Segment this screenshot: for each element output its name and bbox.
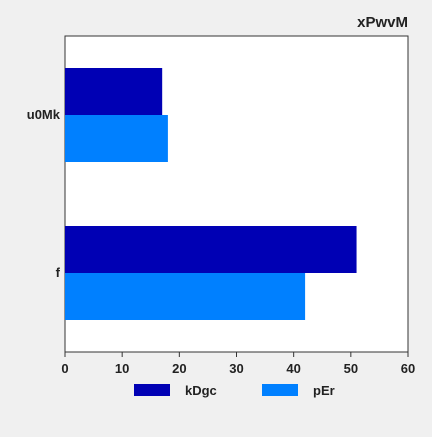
x-tick-label: 40 bbox=[286, 361, 300, 376]
chart-title: xPwvM bbox=[357, 14, 408, 31]
legend-label-kDgc: kDgc bbox=[185, 383, 217, 398]
x-tick-label: 60 bbox=[401, 361, 415, 376]
x-tick-label: 20 bbox=[172, 361, 186, 376]
x-tick-label: 0 bbox=[61, 361, 68, 376]
bar-pEr-u0Mk bbox=[65, 115, 168, 162]
y-tick-label: u0Mk bbox=[27, 107, 61, 122]
x-axis-ticks: 0 10 20 30 40 50 60 bbox=[61, 352, 415, 376]
x-tick-label: 10 bbox=[115, 361, 129, 376]
legend-swatch-kDgc bbox=[134, 384, 170, 396]
legend-label-pEr: pEr bbox=[313, 383, 335, 398]
legend: kDgc pEr bbox=[134, 383, 335, 398]
legend-swatch-pEr bbox=[262, 384, 298, 396]
bars-layer bbox=[65, 68, 357, 320]
x-tick-label: 50 bbox=[344, 361, 358, 376]
y-axis-labels: u0Mk f bbox=[27, 107, 61, 280]
bar-kDgc-u0Mk bbox=[65, 68, 163, 115]
y-tick-label: f bbox=[56, 265, 61, 280]
bar-kDgc-f bbox=[65, 226, 357, 273]
bar-pEr-f bbox=[65, 273, 306, 320]
x-tick-label: 30 bbox=[229, 361, 243, 376]
